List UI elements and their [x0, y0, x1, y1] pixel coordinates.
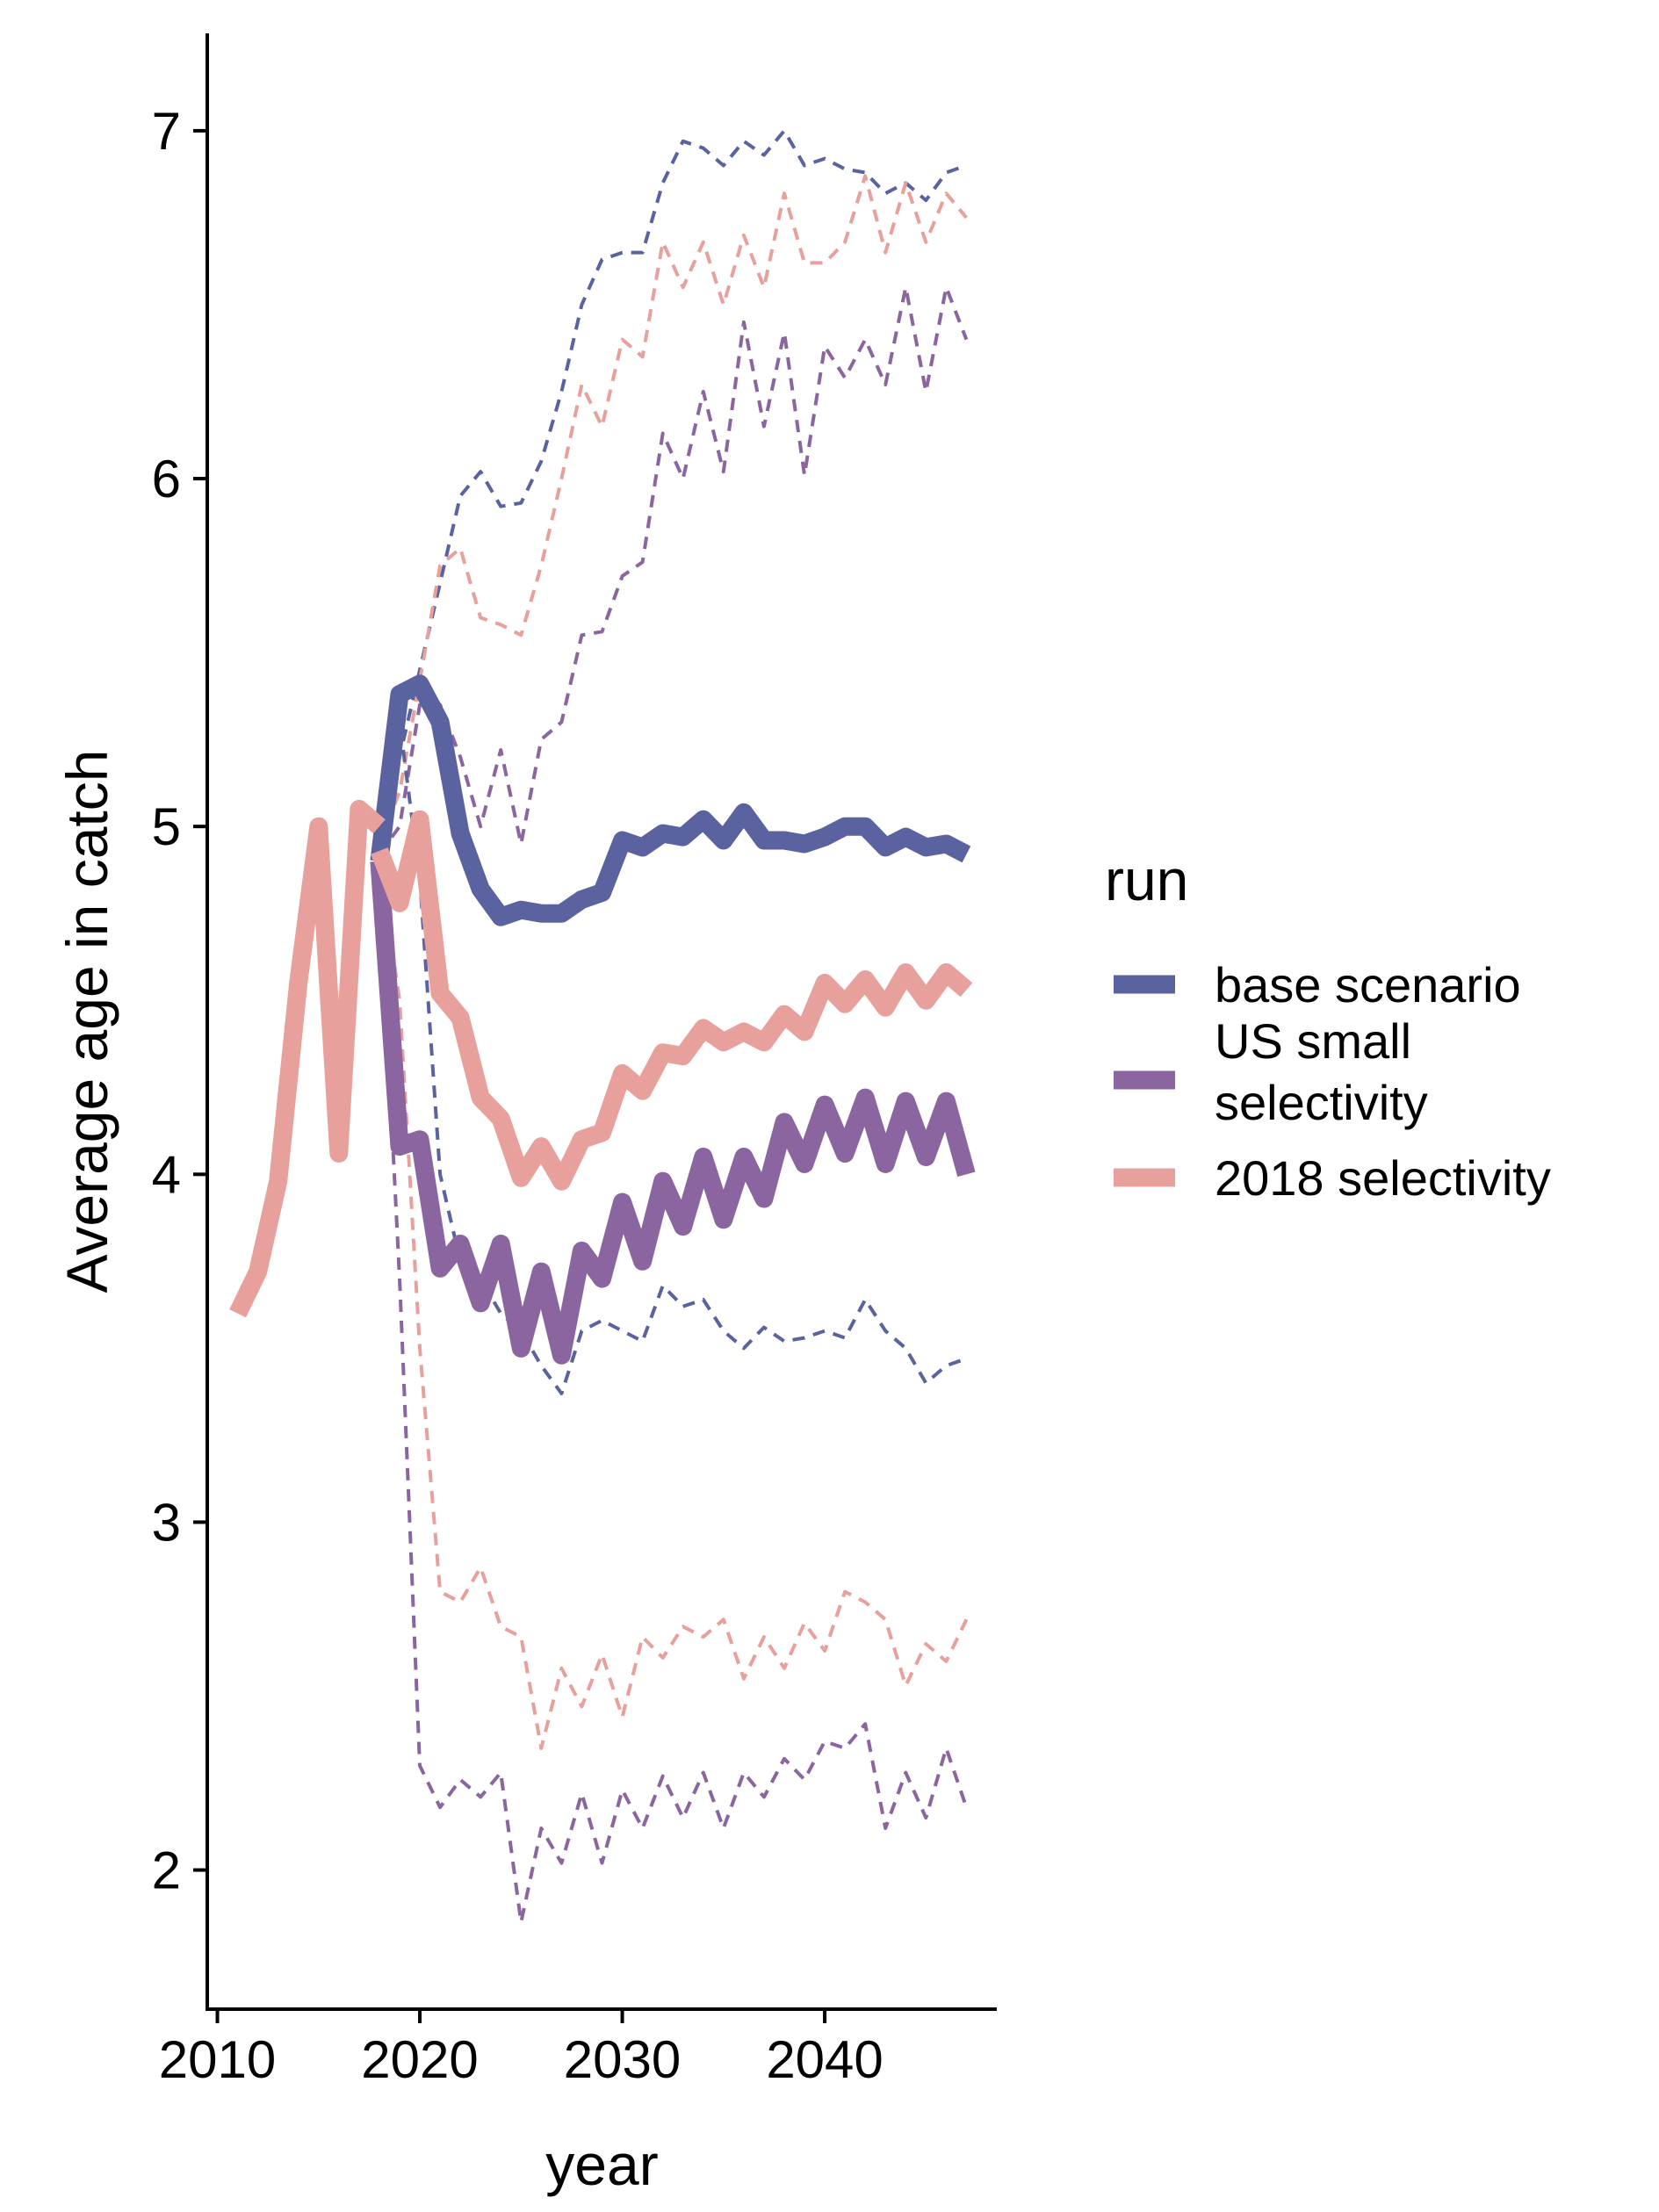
x-tick-label: 2020 — [361, 2030, 478, 2089]
legend-title: run — [1105, 847, 1188, 912]
y-tick-label: 3 — [152, 1493, 181, 1552]
y-tick-label: 7 — [152, 102, 181, 161]
series-us_small-median-line — [370, 861, 976, 1365]
series-sel2018-upper-line — [378, 174, 968, 845]
axes — [206, 33, 997, 2011]
series-sel2018-historical-line — [229, 799, 386, 1318]
x-tick-label: 2040 — [766, 2030, 883, 2089]
y-axis-title: Average age in catch — [54, 750, 119, 1293]
legend-label-base: base scenario — [1215, 957, 1521, 1012]
series-layer — [229, 128, 976, 1924]
y-tick-label: 2 — [152, 1841, 181, 1900]
series-base-median-line — [370, 674, 971, 926]
series-base-upper-line — [377, 128, 968, 845]
legend-label-us_small: US small — [1215, 1013, 1411, 1069]
ticks: 2 3 4 5 6 7 2010 2020 2030 2040 — [152, 102, 884, 2089]
series-sel2018-median-line — [371, 810, 973, 1191]
series-us_small-lower-line — [377, 878, 969, 1924]
y-tick-label: 5 — [152, 797, 181, 856]
legend-label-us_small: selectivity — [1215, 1075, 1428, 1130]
y-tick-label: 4 — [152, 1145, 181, 1204]
series-us_small-upper-line — [378, 285, 969, 856]
y-tick-label: 6 — [152, 450, 181, 508]
x-axis-title: year — [545, 2132, 658, 2197]
series-sel2018-lower-line — [377, 861, 969, 1750]
legend-label-sel2018: 2018 selectivity — [1215, 1150, 1551, 1206]
x-tick-label: 2010 — [159, 2030, 276, 2089]
x-tick-label: 2030 — [564, 2030, 681, 2089]
